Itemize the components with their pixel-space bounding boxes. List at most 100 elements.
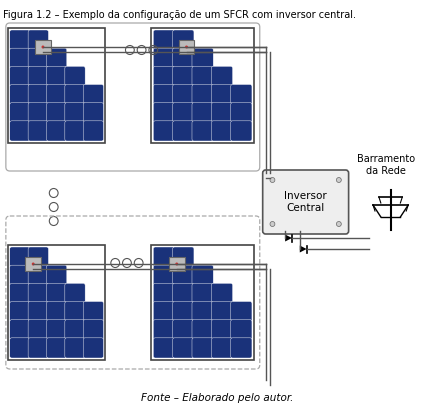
FancyBboxPatch shape [10,320,30,340]
FancyBboxPatch shape [46,338,67,358]
FancyBboxPatch shape [192,265,213,286]
FancyBboxPatch shape [28,283,49,304]
FancyBboxPatch shape [154,338,174,358]
FancyBboxPatch shape [8,245,105,360]
Text: Figura 1.2 – Exemplo da configuração de um SFCR com inversor central.: Figura 1.2 – Exemplo da configuração de … [3,10,356,20]
FancyBboxPatch shape [192,320,213,340]
FancyBboxPatch shape [211,283,233,304]
Circle shape [270,178,275,183]
FancyBboxPatch shape [28,66,49,87]
FancyBboxPatch shape [173,103,194,123]
FancyBboxPatch shape [192,66,213,87]
FancyBboxPatch shape [173,247,194,267]
Text: Fonte – Elaborado pelo autor.: Fonte – Elaborado pelo autor. [141,393,293,403]
FancyBboxPatch shape [28,103,49,123]
FancyBboxPatch shape [173,338,194,358]
Circle shape [336,222,341,227]
FancyBboxPatch shape [83,338,104,358]
FancyBboxPatch shape [192,302,213,322]
FancyBboxPatch shape [28,302,49,322]
FancyBboxPatch shape [211,121,233,141]
FancyBboxPatch shape [154,302,174,322]
FancyBboxPatch shape [46,302,67,322]
FancyBboxPatch shape [173,302,194,322]
Circle shape [185,45,188,49]
FancyBboxPatch shape [10,338,30,358]
FancyBboxPatch shape [154,283,174,304]
FancyBboxPatch shape [192,121,213,141]
FancyBboxPatch shape [8,28,105,143]
FancyBboxPatch shape [28,320,49,340]
FancyBboxPatch shape [154,84,174,105]
FancyBboxPatch shape [151,245,254,360]
FancyBboxPatch shape [65,103,85,123]
FancyBboxPatch shape [10,84,30,105]
FancyBboxPatch shape [28,84,49,105]
Circle shape [270,222,275,227]
FancyBboxPatch shape [65,66,85,87]
FancyBboxPatch shape [173,265,194,286]
FancyBboxPatch shape [28,30,49,50]
FancyBboxPatch shape [46,84,67,105]
FancyBboxPatch shape [173,84,194,105]
FancyBboxPatch shape [46,320,67,340]
FancyBboxPatch shape [10,103,30,123]
FancyBboxPatch shape [192,84,213,105]
FancyBboxPatch shape [46,265,67,286]
FancyBboxPatch shape [211,84,233,105]
FancyBboxPatch shape [211,320,233,340]
FancyBboxPatch shape [231,302,252,322]
FancyBboxPatch shape [46,283,67,304]
FancyBboxPatch shape [173,48,194,68]
FancyBboxPatch shape [28,338,49,358]
FancyBboxPatch shape [65,320,85,340]
FancyBboxPatch shape [211,302,233,322]
FancyBboxPatch shape [10,48,30,68]
FancyBboxPatch shape [10,302,30,322]
FancyBboxPatch shape [10,30,30,50]
FancyBboxPatch shape [154,103,174,123]
FancyBboxPatch shape [83,121,104,141]
FancyBboxPatch shape [192,103,213,123]
FancyBboxPatch shape [83,103,104,123]
FancyBboxPatch shape [154,66,174,87]
FancyBboxPatch shape [65,302,85,322]
FancyBboxPatch shape [25,257,41,271]
FancyBboxPatch shape [83,320,104,340]
FancyBboxPatch shape [173,121,194,141]
Text: Inversor
Central: Inversor Central [284,191,327,213]
FancyBboxPatch shape [65,121,85,141]
FancyBboxPatch shape [10,121,30,141]
FancyBboxPatch shape [154,121,174,141]
FancyBboxPatch shape [10,247,30,267]
FancyBboxPatch shape [28,265,49,286]
FancyBboxPatch shape [28,121,49,141]
Polygon shape [285,234,292,241]
FancyBboxPatch shape [231,121,252,141]
FancyBboxPatch shape [46,66,67,87]
FancyBboxPatch shape [154,247,174,267]
FancyBboxPatch shape [211,103,233,123]
Circle shape [41,45,44,49]
FancyBboxPatch shape [231,320,252,340]
FancyBboxPatch shape [192,283,213,304]
FancyBboxPatch shape [211,338,233,358]
Circle shape [175,262,178,265]
Circle shape [32,262,35,265]
FancyBboxPatch shape [173,320,194,340]
FancyBboxPatch shape [173,66,194,87]
FancyBboxPatch shape [10,66,30,87]
FancyBboxPatch shape [35,40,51,54]
Polygon shape [300,246,307,253]
FancyBboxPatch shape [151,28,254,143]
FancyBboxPatch shape [231,338,252,358]
FancyBboxPatch shape [211,66,233,87]
FancyBboxPatch shape [173,30,194,50]
FancyBboxPatch shape [154,265,174,286]
FancyBboxPatch shape [192,338,213,358]
FancyBboxPatch shape [28,48,49,68]
FancyBboxPatch shape [83,302,104,322]
FancyBboxPatch shape [46,121,67,141]
FancyBboxPatch shape [154,30,174,50]
FancyBboxPatch shape [154,320,174,340]
